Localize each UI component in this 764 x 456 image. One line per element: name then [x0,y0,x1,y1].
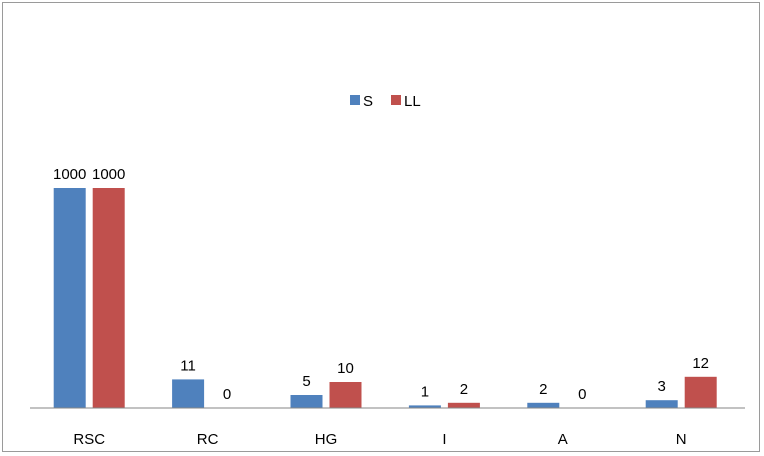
chart-frame [2,2,760,452]
bar-ll-rsc [92,188,125,408]
bar-ll-n [684,376,717,408]
data-label-ll-i: 2 [460,381,468,398]
x-tick-labels: RSC RC HG I A N [73,431,686,448]
legend-label-ll: LL [404,93,421,110]
bar-s-hg [290,395,323,408]
data-label-s-rc: 11 [180,357,196,374]
data-label-s-i: 1 [421,383,429,400]
data-label-ll-rc: 0 [223,386,231,403]
bar-ll-hg [329,382,362,408]
data-label-s-a: 2 [539,381,547,398]
data-label-ll-n: 12 [692,355,709,372]
x-tick-hg: HG [315,431,338,448]
data-label-ll-rsc: 1000 [92,166,125,183]
x-tick-i: I [442,431,446,448]
bars [53,188,717,408]
data-label-ll-hg: 10 [337,360,354,377]
legend: S LL [350,93,421,110]
legend-swatch-ll [391,95,401,105]
x-tick-rsc: RSC [73,431,105,448]
x-tick-rc: RC [197,431,219,448]
legend-swatch-s [350,95,360,105]
x-tick-n: N [676,431,687,448]
data-label-ll-a: 0 [578,386,586,403]
bar-ll-i [447,402,480,408]
bar-s-i [408,405,441,408]
bar-s-rsc [53,188,86,408]
data-label-s-rsc: 1000 [53,166,86,183]
data-label-s-n: 3 [658,378,666,395]
bar-s-rc [172,379,205,408]
x-tick-a: A [558,431,568,448]
bar-s-n [645,400,678,408]
legend-label-s: S [363,93,373,110]
bar-s-a [527,402,560,408]
data-label-s-hg: 5 [302,373,310,390]
